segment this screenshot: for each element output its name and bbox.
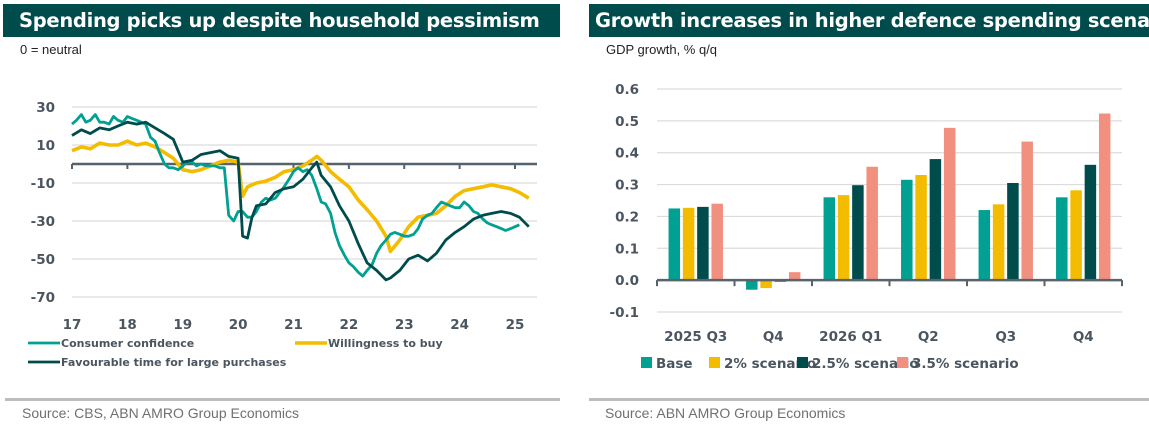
bar-3-5-scenario (711, 203, 723, 281)
x-tick-label: 2025 Q3 (664, 329, 727, 345)
chart-panel-gdp-growth: Growth increases in higher defence spend… (589, 0, 1149, 426)
bar-3-5-scenario (788, 272, 801, 281)
divider (589, 398, 1149, 401)
bar-2-5-scenario (929, 159, 942, 281)
chart-title: Growth increases in higher defence spend… (589, 4, 1149, 37)
line-chart: 30 10 -10 -30 -50 -70 17 18 19 20 21 22 23 24 25 Consum… (28, 100, 537, 369)
x-tick-label: Q4 (763, 329, 784, 345)
y-tick-label: -0.1 (609, 305, 639, 321)
x-tick-label: 21 (284, 317, 303, 333)
series-line-consumer-confidence (71, 113, 520, 278)
x-tick-label: Q3 (995, 329, 1016, 345)
legend-swatch (897, 357, 908, 368)
source-note: Source: CBS, ABN AMRO Group Economics (22, 405, 299, 421)
legend-swatch (641, 357, 652, 368)
x-tick-label: 19 (173, 317, 192, 333)
chart-title: Spending picks up despite household pess… (3, 4, 560, 37)
y-tick-label: -10 (31, 176, 55, 192)
y-tick-label: 10 (36, 138, 55, 154)
y-tick-label: 0.5 (615, 114, 639, 130)
bar-base (668, 208, 681, 281)
x-tick-label: 17 (63, 317, 82, 333)
series-line-favourable-time-for-large-purchases (71, 120, 530, 282)
x-tick-label: 22 (339, 317, 358, 333)
legend-swatch (797, 357, 808, 368)
chart-subtitle: GDP growth, % q/q (606, 42, 718, 57)
y-tick-label: 0.6 (615, 82, 639, 98)
y-tick-label: -70 (31, 290, 55, 306)
y-tick-label: 0.2 (615, 209, 639, 225)
bar-2-5-scenario (852, 185, 864, 281)
y-tick-label: -50 (31, 252, 55, 268)
legend-label: 3.5% scenario (912, 356, 1019, 372)
bar-base (823, 197, 836, 281)
bar-3-5-scenario (866, 166, 878, 281)
bar-2-5-scenario (697, 206, 709, 281)
bar-3-5-scenario (943, 127, 956, 281)
legend-label: Consumer confidence (61, 337, 194, 350)
legend-label: 2% scenario (724, 356, 816, 372)
legend-label: Willingness to buy (328, 337, 443, 350)
divider (5, 398, 560, 401)
bar-chart: 0.6 0.5 0.4 0.3 0.2 0.1 0.0 -0.1 2025 Q3 Q4 2026 Q… (609, 82, 1123, 372)
x-tick-label: 20 (229, 317, 248, 333)
bar-2-scenario (682, 207, 695, 281)
legend-swatch (709, 357, 720, 368)
chart-panel-consumer-sentiment: Spending picks up despite household pess… (0, 0, 560, 426)
legend-label: Base (656, 356, 693, 372)
bar-3-5-scenario (1098, 113, 1111, 281)
x-tick-label: 25 (506, 317, 525, 333)
bar-base (978, 210, 991, 281)
series-line-willingness-to-buy (71, 139, 530, 254)
bar-2-scenario (760, 280, 772, 289)
bar-base (1056, 197, 1068, 281)
bar-3-5-scenario (1021, 141, 1033, 281)
x-tick-label: 24 (450, 317, 469, 333)
x-tick-label: Q4 (1073, 329, 1094, 345)
legend-label: Favourable time for large purchases (61, 356, 287, 369)
y-tick-label: 0.0 (615, 273, 639, 289)
x-tick-label: 23 (395, 317, 414, 333)
bar-2-5-scenario (1007, 182, 1019, 281)
y-tick-label: 0.1 (615, 241, 639, 257)
source-note: Source: ABN AMRO Group Economics (605, 405, 846, 421)
x-tick-label: 2026 Q1 (819, 329, 882, 345)
x-tick-label: 18 (118, 317, 137, 333)
chart-subtitle: 0 = neutral (20, 42, 82, 57)
bar-2-scenario (992, 204, 1005, 281)
x-tick-label: Q2 (918, 329, 939, 345)
bar-base (746, 280, 758, 290)
bar-2-5-scenario (1084, 164, 1097, 281)
bar-2-scenario (915, 175, 927, 281)
bar-2-scenario (837, 195, 850, 281)
y-tick-label: -30 (31, 214, 55, 230)
bar-base (901, 179, 913, 281)
bar-2-scenario (1070, 190, 1082, 281)
y-tick-label: 30 (36, 100, 55, 116)
y-tick-label: 0.3 (615, 178, 639, 194)
legend-label: 2.5% scenario (812, 356, 919, 372)
y-tick-label: 0.4 (615, 146, 639, 162)
